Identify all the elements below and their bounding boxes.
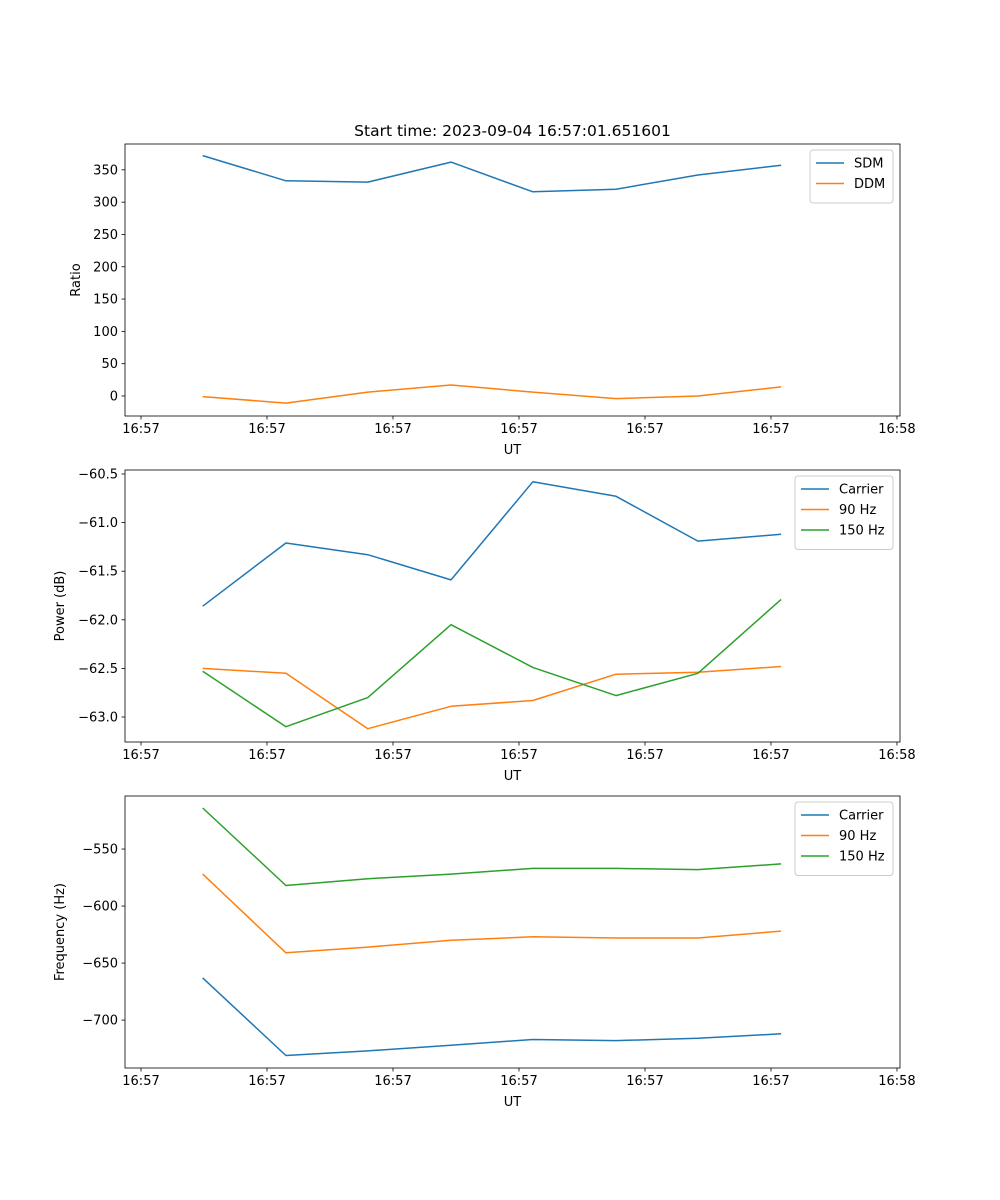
legend-label: 90 Hz xyxy=(839,829,876,844)
legend-box xyxy=(794,475,894,550)
subplot-3: 16:57 16:57 16:57 16:57 16:57 16:57 16:58 −700 −… xyxy=(53,795,916,1110)
x-tick-label: 16:57 xyxy=(626,422,663,437)
x-tick-label: 16:58 xyxy=(878,748,915,763)
legend-label: SDM xyxy=(854,157,883,172)
x-tick-label: 16:57 xyxy=(752,748,789,763)
y-tick-label: 100 xyxy=(93,325,118,340)
x-tick-label: 16:57 xyxy=(374,1074,411,1089)
y-tick-label: −63.0 xyxy=(78,711,118,726)
y-tick-label: −600 xyxy=(82,900,118,915)
x-axis-label: UT xyxy=(504,443,522,458)
legend-label: 90 Hz xyxy=(839,503,876,518)
x-tick-label: 16:57 xyxy=(752,422,789,437)
series-line-150-hz xyxy=(202,807,782,887)
y-axis-label: Power (dB) xyxy=(53,571,68,642)
y-tick-label: 150 xyxy=(93,293,118,308)
axes-frame xyxy=(124,795,901,1069)
legend-label: Carrier xyxy=(839,809,884,824)
legend: Carrier 90 Hz 150 Hz xyxy=(794,801,894,876)
y-tick-label: 250 xyxy=(93,228,118,243)
x-tick-label: 16:57 xyxy=(248,422,285,437)
y-axis-label: Frequency (Hz) xyxy=(53,883,68,981)
x-axis-label: UT xyxy=(504,769,522,784)
y-tick-label: 0 xyxy=(110,389,118,404)
x-tick-label: 16:57 xyxy=(248,1074,285,1089)
y-tick-label: −550 xyxy=(82,843,118,858)
x-tick-label: 16:57 xyxy=(122,748,159,763)
y-tick-label: 300 xyxy=(93,196,118,211)
legend-label: DDM xyxy=(854,177,885,192)
series-line-sdm xyxy=(202,154,782,193)
y-axis-label: Ratio xyxy=(69,263,84,296)
x-axis-label: UT xyxy=(504,1095,522,1110)
x-tick-label: 16:58 xyxy=(878,1074,915,1089)
x-tick-label: 16:57 xyxy=(500,422,537,437)
y-tick-label: −61.0 xyxy=(78,516,118,531)
legend-label: Carrier xyxy=(839,483,884,498)
x-tick-label: 16:57 xyxy=(626,748,663,763)
x-tick-label: 16:57 xyxy=(752,1074,789,1089)
chart-title: Start time: 2023-09-04 16:57:01.651601 xyxy=(354,122,671,140)
y-tick-label: −62.0 xyxy=(78,613,118,628)
legend: Carrier 90 Hz 150 Hz xyxy=(794,475,894,550)
x-tick-label: 16:57 xyxy=(122,422,159,437)
subplot-1: 16:57 16:57 16:57 16:57 16:57 16:57 16:58 0 50 10… xyxy=(69,122,916,458)
series-line-ddm xyxy=(202,384,782,404)
x-tick-label: 16:57 xyxy=(500,1074,537,1089)
legend-label: 150 Hz xyxy=(839,850,885,865)
x-tick-label: 16:57 xyxy=(500,748,537,763)
series-line-90-hz xyxy=(202,665,782,730)
series-line-90-hz xyxy=(202,873,782,954)
axes-frame xyxy=(124,143,901,417)
y-tick-label: −61.5 xyxy=(78,565,118,580)
y-tick-label: −60.5 xyxy=(78,467,118,482)
legend-box xyxy=(794,801,894,876)
legend-label: 150 Hz xyxy=(839,524,885,539)
series-line-carrier xyxy=(202,977,782,1057)
y-tick-label: 200 xyxy=(93,260,118,275)
subplot-2: 16:57 16:57 16:57 16:57 16:57 16:57 16:58 −63.0… xyxy=(53,467,916,784)
y-tick-label: 50 xyxy=(101,357,118,372)
y-tick-label: 350 xyxy=(93,163,118,178)
x-tick-label: 16:57 xyxy=(626,1074,663,1089)
axes-frame xyxy=(124,469,901,743)
legend: SDM DDM xyxy=(809,149,894,204)
x-tick-label: 16:57 xyxy=(374,422,411,437)
x-tick-label: 16:57 xyxy=(122,1074,159,1089)
series-line-150-hz xyxy=(202,598,782,728)
y-tick-label: −62.5 xyxy=(78,662,118,677)
series-line-carrier xyxy=(202,481,782,607)
x-tick-label: 16:57 xyxy=(374,748,411,763)
x-tick-label: 16:58 xyxy=(878,422,915,437)
x-tick-label: 16:57 xyxy=(248,748,285,763)
y-tick-label: −700 xyxy=(82,1014,118,1029)
y-tick-label: −650 xyxy=(82,957,118,972)
